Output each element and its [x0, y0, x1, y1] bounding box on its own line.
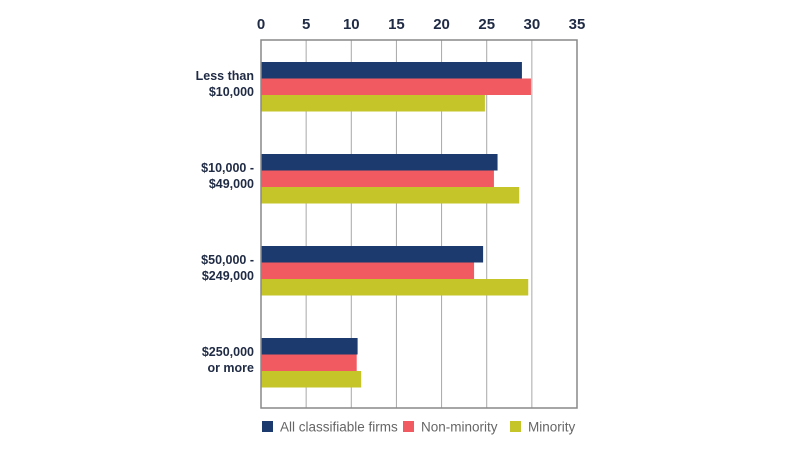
- bar-3-2: [261, 187, 520, 204]
- bar-2-4: [261, 354, 357, 371]
- bar-1-1: [261, 62, 522, 79]
- x-tick-label-35: 35: [569, 16, 586, 33]
- category-label-2-line-1: $10,000 -: [201, 161, 254, 175]
- legend-label-1: All classifiable firms: [280, 420, 398, 435]
- bar-3-1: [261, 95, 485, 112]
- category-label-1-line-2: $10,000: [209, 85, 254, 99]
- category-label-1-line-1: Less than: [196, 69, 254, 83]
- x-tick-label-5: 5: [302, 16, 310, 33]
- category-label-4-line-2: or more: [207, 361, 254, 375]
- legend: All classifiable firms Non-minority Minori…: [262, 420, 576, 435]
- legend-label-3: Minority: [528, 420, 576, 435]
- category-label-2-line-2: $49,000: [209, 177, 254, 191]
- x-tick-label-15: 15: [388, 16, 405, 33]
- x-tick-label-25: 25: [478, 16, 495, 33]
- x-axis-ticks: 0 5 10 15 20 25 30 35: [257, 16, 586, 33]
- category-label-3-line-1: $50,000 -: [201, 253, 254, 267]
- category-labels: Less than $10,000 $10,000 - $49,000 $50,000 …: [196, 69, 254, 375]
- legend-label-2: Non-minority: [421, 420, 498, 435]
- bars: [261, 62, 531, 388]
- legend-swatch-1: [262, 421, 273, 432]
- bar-3-3: [261, 279, 529, 296]
- bar-1-2: [261, 154, 498, 171]
- legend-swatch-2: [403, 421, 414, 432]
- x-tick-label-0: 0: [257, 16, 265, 33]
- bar-1-3: [261, 246, 484, 263]
- x-tick-label-10: 10: [343, 16, 360, 33]
- x-tick-label-30: 30: [524, 16, 541, 33]
- category-label-4-line-1: $250,000: [202, 345, 254, 359]
- bar-2-2: [261, 170, 494, 187]
- bar-3-4: [261, 371, 362, 388]
- category-label-3-line-2: $249,000: [202, 269, 254, 283]
- bar-2-3: [261, 262, 475, 279]
- legend-swatch-3: [510, 421, 521, 432]
- bar-2-1: [261, 78, 531, 95]
- plot-frame: [260, 39, 578, 409]
- bar-1-4: [261, 338, 358, 355]
- x-tick-label-20: 20: [433, 16, 450, 33]
